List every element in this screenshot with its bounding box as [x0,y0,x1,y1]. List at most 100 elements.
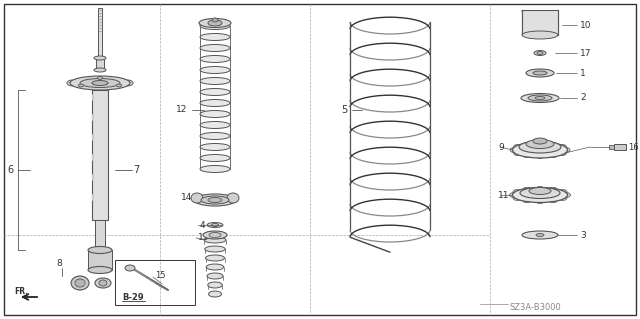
Ellipse shape [88,266,112,273]
Ellipse shape [559,145,566,150]
Bar [92,90,108,220]
Ellipse shape [201,196,229,204]
Ellipse shape [200,166,230,173]
Ellipse shape [70,76,130,90]
Ellipse shape [227,193,239,203]
Bar [95,220,105,250]
Ellipse shape [536,153,544,159]
Ellipse shape [533,71,547,75]
Text: FR.: FR. [14,287,28,296]
Ellipse shape [200,100,230,107]
Text: 15: 15 [155,271,166,279]
Ellipse shape [200,33,230,41]
Text: 17: 17 [580,48,591,57]
Ellipse shape [200,78,230,85]
Ellipse shape [191,193,203,203]
Ellipse shape [199,19,231,27]
Bar [88,250,112,270]
Ellipse shape [200,132,230,139]
Ellipse shape [513,145,522,150]
Ellipse shape [207,222,223,227]
Ellipse shape [208,197,222,203]
Bar [115,260,195,305]
Ellipse shape [71,276,89,290]
Ellipse shape [200,66,230,73]
Ellipse shape [200,23,230,29]
Ellipse shape [205,255,225,261]
Ellipse shape [208,282,222,288]
Ellipse shape [200,144,230,151]
Ellipse shape [519,141,561,153]
Ellipse shape [522,31,558,39]
Text: 12: 12 [175,106,187,115]
Text: 10: 10 [580,20,591,29]
Ellipse shape [80,78,120,87]
Ellipse shape [92,80,108,85]
Ellipse shape [529,188,551,195]
Ellipse shape [125,265,135,271]
Text: 14: 14 [180,192,192,202]
Text: 6: 6 [7,165,13,175]
Ellipse shape [97,77,102,79]
Ellipse shape [526,69,554,77]
Bar [98,8,102,58]
Ellipse shape [536,234,544,236]
Ellipse shape [548,198,557,203]
Ellipse shape [526,139,554,149]
Ellipse shape [549,153,557,158]
Ellipse shape [194,194,236,206]
Ellipse shape [95,278,111,288]
Ellipse shape [67,80,77,86]
Ellipse shape [528,95,552,101]
Ellipse shape [536,198,545,204]
Ellipse shape [510,147,518,152]
Ellipse shape [562,147,570,152]
Text: 9: 9 [498,143,504,152]
Ellipse shape [536,142,544,146]
Ellipse shape [209,233,221,238]
Ellipse shape [536,187,545,191]
Ellipse shape [207,273,223,279]
Text: 3: 3 [580,231,586,240]
Text: 4: 4 [200,220,205,229]
Ellipse shape [520,188,560,198]
Bar [96,58,104,70]
Text: SZ3A-B3000: SZ3A-B3000 [510,303,562,313]
Ellipse shape [559,151,566,155]
Ellipse shape [522,231,558,239]
Ellipse shape [534,50,546,56]
Text: 13: 13 [198,233,209,241]
Ellipse shape [203,231,227,239]
Ellipse shape [523,142,531,147]
Ellipse shape [211,224,218,226]
Ellipse shape [206,264,224,270]
Ellipse shape [523,153,531,158]
Bar [614,144,626,150]
Ellipse shape [561,192,570,197]
Ellipse shape [558,189,567,195]
Ellipse shape [558,196,567,201]
Ellipse shape [200,88,230,95]
Ellipse shape [200,110,230,117]
Ellipse shape [513,196,522,201]
Ellipse shape [99,280,107,286]
Ellipse shape [513,151,522,155]
Ellipse shape [513,188,568,203]
Ellipse shape [116,84,122,87]
Ellipse shape [205,246,225,252]
Ellipse shape [75,279,85,287]
Text: 5: 5 [340,105,347,115]
Ellipse shape [522,187,531,192]
Text: 1: 1 [580,69,586,78]
Ellipse shape [209,291,221,297]
Ellipse shape [549,142,557,147]
Ellipse shape [200,122,230,129]
Ellipse shape [513,189,522,195]
Ellipse shape [212,18,218,22]
Ellipse shape [535,97,545,100]
Ellipse shape [509,192,518,197]
Ellipse shape [200,154,230,161]
Ellipse shape [79,84,83,87]
Bar [522,10,558,35]
Ellipse shape [200,56,230,63]
